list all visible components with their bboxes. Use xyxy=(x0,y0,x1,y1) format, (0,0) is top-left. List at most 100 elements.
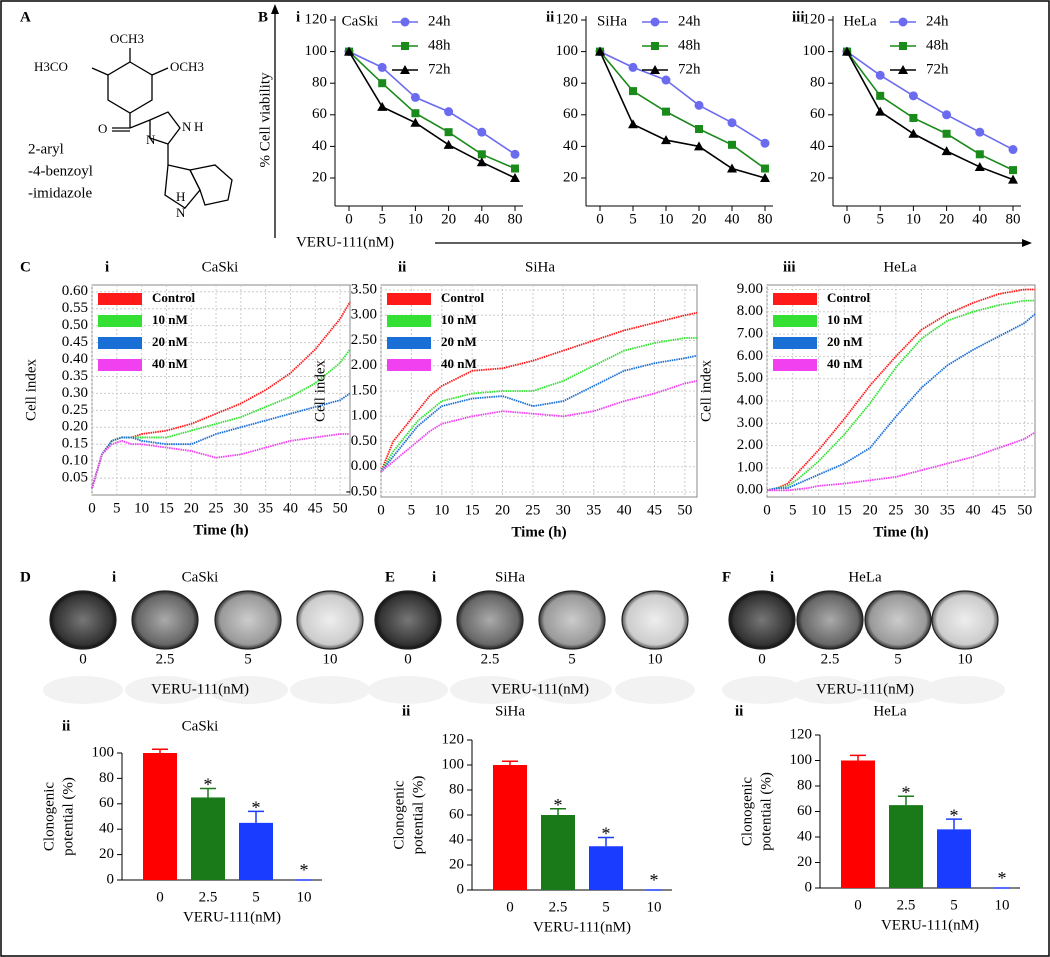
y-tick-label: 20 xyxy=(312,169,327,185)
legend-label: 40 nM xyxy=(152,356,188,371)
y-axis-label: Cell index xyxy=(312,359,328,422)
atom: OCH3 xyxy=(110,31,144,46)
plate xyxy=(621,590,689,650)
x-tick-label: 80 xyxy=(1006,211,1021,227)
x-tick-label: 10 xyxy=(659,211,674,227)
line xyxy=(380,311,698,473)
y-tick-label: 7.00 xyxy=(737,326,763,342)
x-tick-label: 5 xyxy=(876,211,884,227)
x-tick-label: 20 xyxy=(184,500,199,516)
error-bar xyxy=(152,748,168,753)
subpanel-label: iii xyxy=(792,9,805,25)
x-tick-label: 45 xyxy=(991,502,1006,518)
y-axis-label: Clonogenic xyxy=(739,777,755,846)
x-tick-label: 40 xyxy=(474,211,489,227)
error-bar xyxy=(850,754,866,761)
marker xyxy=(443,139,454,149)
marker xyxy=(1008,174,1018,184)
marker xyxy=(727,118,737,128)
legend-label: 72h xyxy=(678,61,701,77)
atom: N xyxy=(176,205,186,220)
x-tick-label: 0 xyxy=(88,500,96,516)
y-tick-label: 0.20 xyxy=(62,419,88,435)
bar xyxy=(191,797,225,880)
y-tick-label: 0.00 xyxy=(737,482,763,498)
plate-shadow xyxy=(125,676,205,704)
x-tick-label: 0 xyxy=(854,897,862,913)
x-tick-label: 10 xyxy=(408,211,423,227)
marker xyxy=(974,161,985,171)
plate xyxy=(49,590,117,650)
line xyxy=(599,51,766,170)
legend-label: 10 nM xyxy=(152,312,188,327)
marker xyxy=(760,138,770,148)
marker xyxy=(510,173,520,182)
marker xyxy=(941,146,952,156)
chart-title: SiHa xyxy=(597,13,627,29)
y-tick-label: 40 xyxy=(810,138,825,154)
x-axis-label: VERU-111(nM) xyxy=(881,917,979,933)
x-tick-label: 15 xyxy=(465,502,480,518)
marker xyxy=(650,65,660,74)
x-tick-label: 15 xyxy=(159,500,174,516)
plate xyxy=(864,590,932,650)
line xyxy=(348,50,516,155)
y-tick-label: 5.00 xyxy=(737,370,763,386)
marker xyxy=(400,17,410,27)
x-tick-label: 5 xyxy=(602,899,610,915)
x-tick-label: 0 xyxy=(156,889,164,905)
annotation: * xyxy=(950,805,959,825)
bar xyxy=(889,805,923,888)
y-tick-label: 60 xyxy=(99,795,114,811)
legend-label: Control xyxy=(827,290,870,305)
line xyxy=(599,51,766,179)
y-tick-label: 100 xyxy=(803,43,826,59)
marker xyxy=(401,42,409,50)
subpanel-label: iii xyxy=(783,259,796,275)
legend-swatch xyxy=(98,337,142,349)
subpanel-label: i xyxy=(112,569,116,585)
line xyxy=(766,299,1035,492)
marker xyxy=(695,125,703,134)
dose-label: 10 xyxy=(958,651,973,667)
y-tick-label: 0.05 xyxy=(62,470,88,486)
x-tick-label: 30 xyxy=(914,502,929,518)
marker xyxy=(410,92,420,102)
line xyxy=(91,433,350,489)
x-tick-label: 50 xyxy=(1017,502,1032,518)
marker xyxy=(908,91,918,101)
y-tick-label: 20 xyxy=(797,854,812,870)
line xyxy=(846,50,1014,151)
x-axis-label: Time (h) xyxy=(511,524,566,540)
marker xyxy=(444,128,453,137)
atom: N xyxy=(182,119,192,134)
line xyxy=(846,51,1014,171)
x-tick-label: 50 xyxy=(333,500,348,516)
legend-label: Control xyxy=(152,290,195,305)
marker xyxy=(761,164,769,173)
y-tick-label: 0.50 xyxy=(351,433,377,449)
x-tick-label: 30 xyxy=(233,500,248,516)
plate-shadow xyxy=(43,676,123,704)
marker xyxy=(876,91,885,100)
marker xyxy=(444,107,454,117)
subpanel-label: ii xyxy=(62,718,70,734)
dose-label: 10 xyxy=(648,651,663,667)
y-tick-label: 0 xyxy=(457,881,465,897)
marker xyxy=(975,127,985,137)
marker xyxy=(1008,145,1018,155)
subpanel-label: ii xyxy=(546,9,554,25)
legend-label: 40 nM xyxy=(441,356,477,371)
x-tick-label: 40 xyxy=(617,502,632,518)
x-tick-label: 10 xyxy=(906,211,921,227)
y-tick-label: -0.50 xyxy=(346,483,377,499)
caption: -imidazole xyxy=(28,185,92,201)
annotation: * xyxy=(300,860,309,880)
marker xyxy=(661,75,671,85)
bar xyxy=(589,846,623,890)
plate-shadow xyxy=(368,676,448,704)
y-axis-label: % Cell viability xyxy=(257,72,273,167)
x-tick-label: 25 xyxy=(209,500,224,516)
legend-swatch xyxy=(387,315,431,327)
y-tick-label: 1.00 xyxy=(737,459,763,475)
